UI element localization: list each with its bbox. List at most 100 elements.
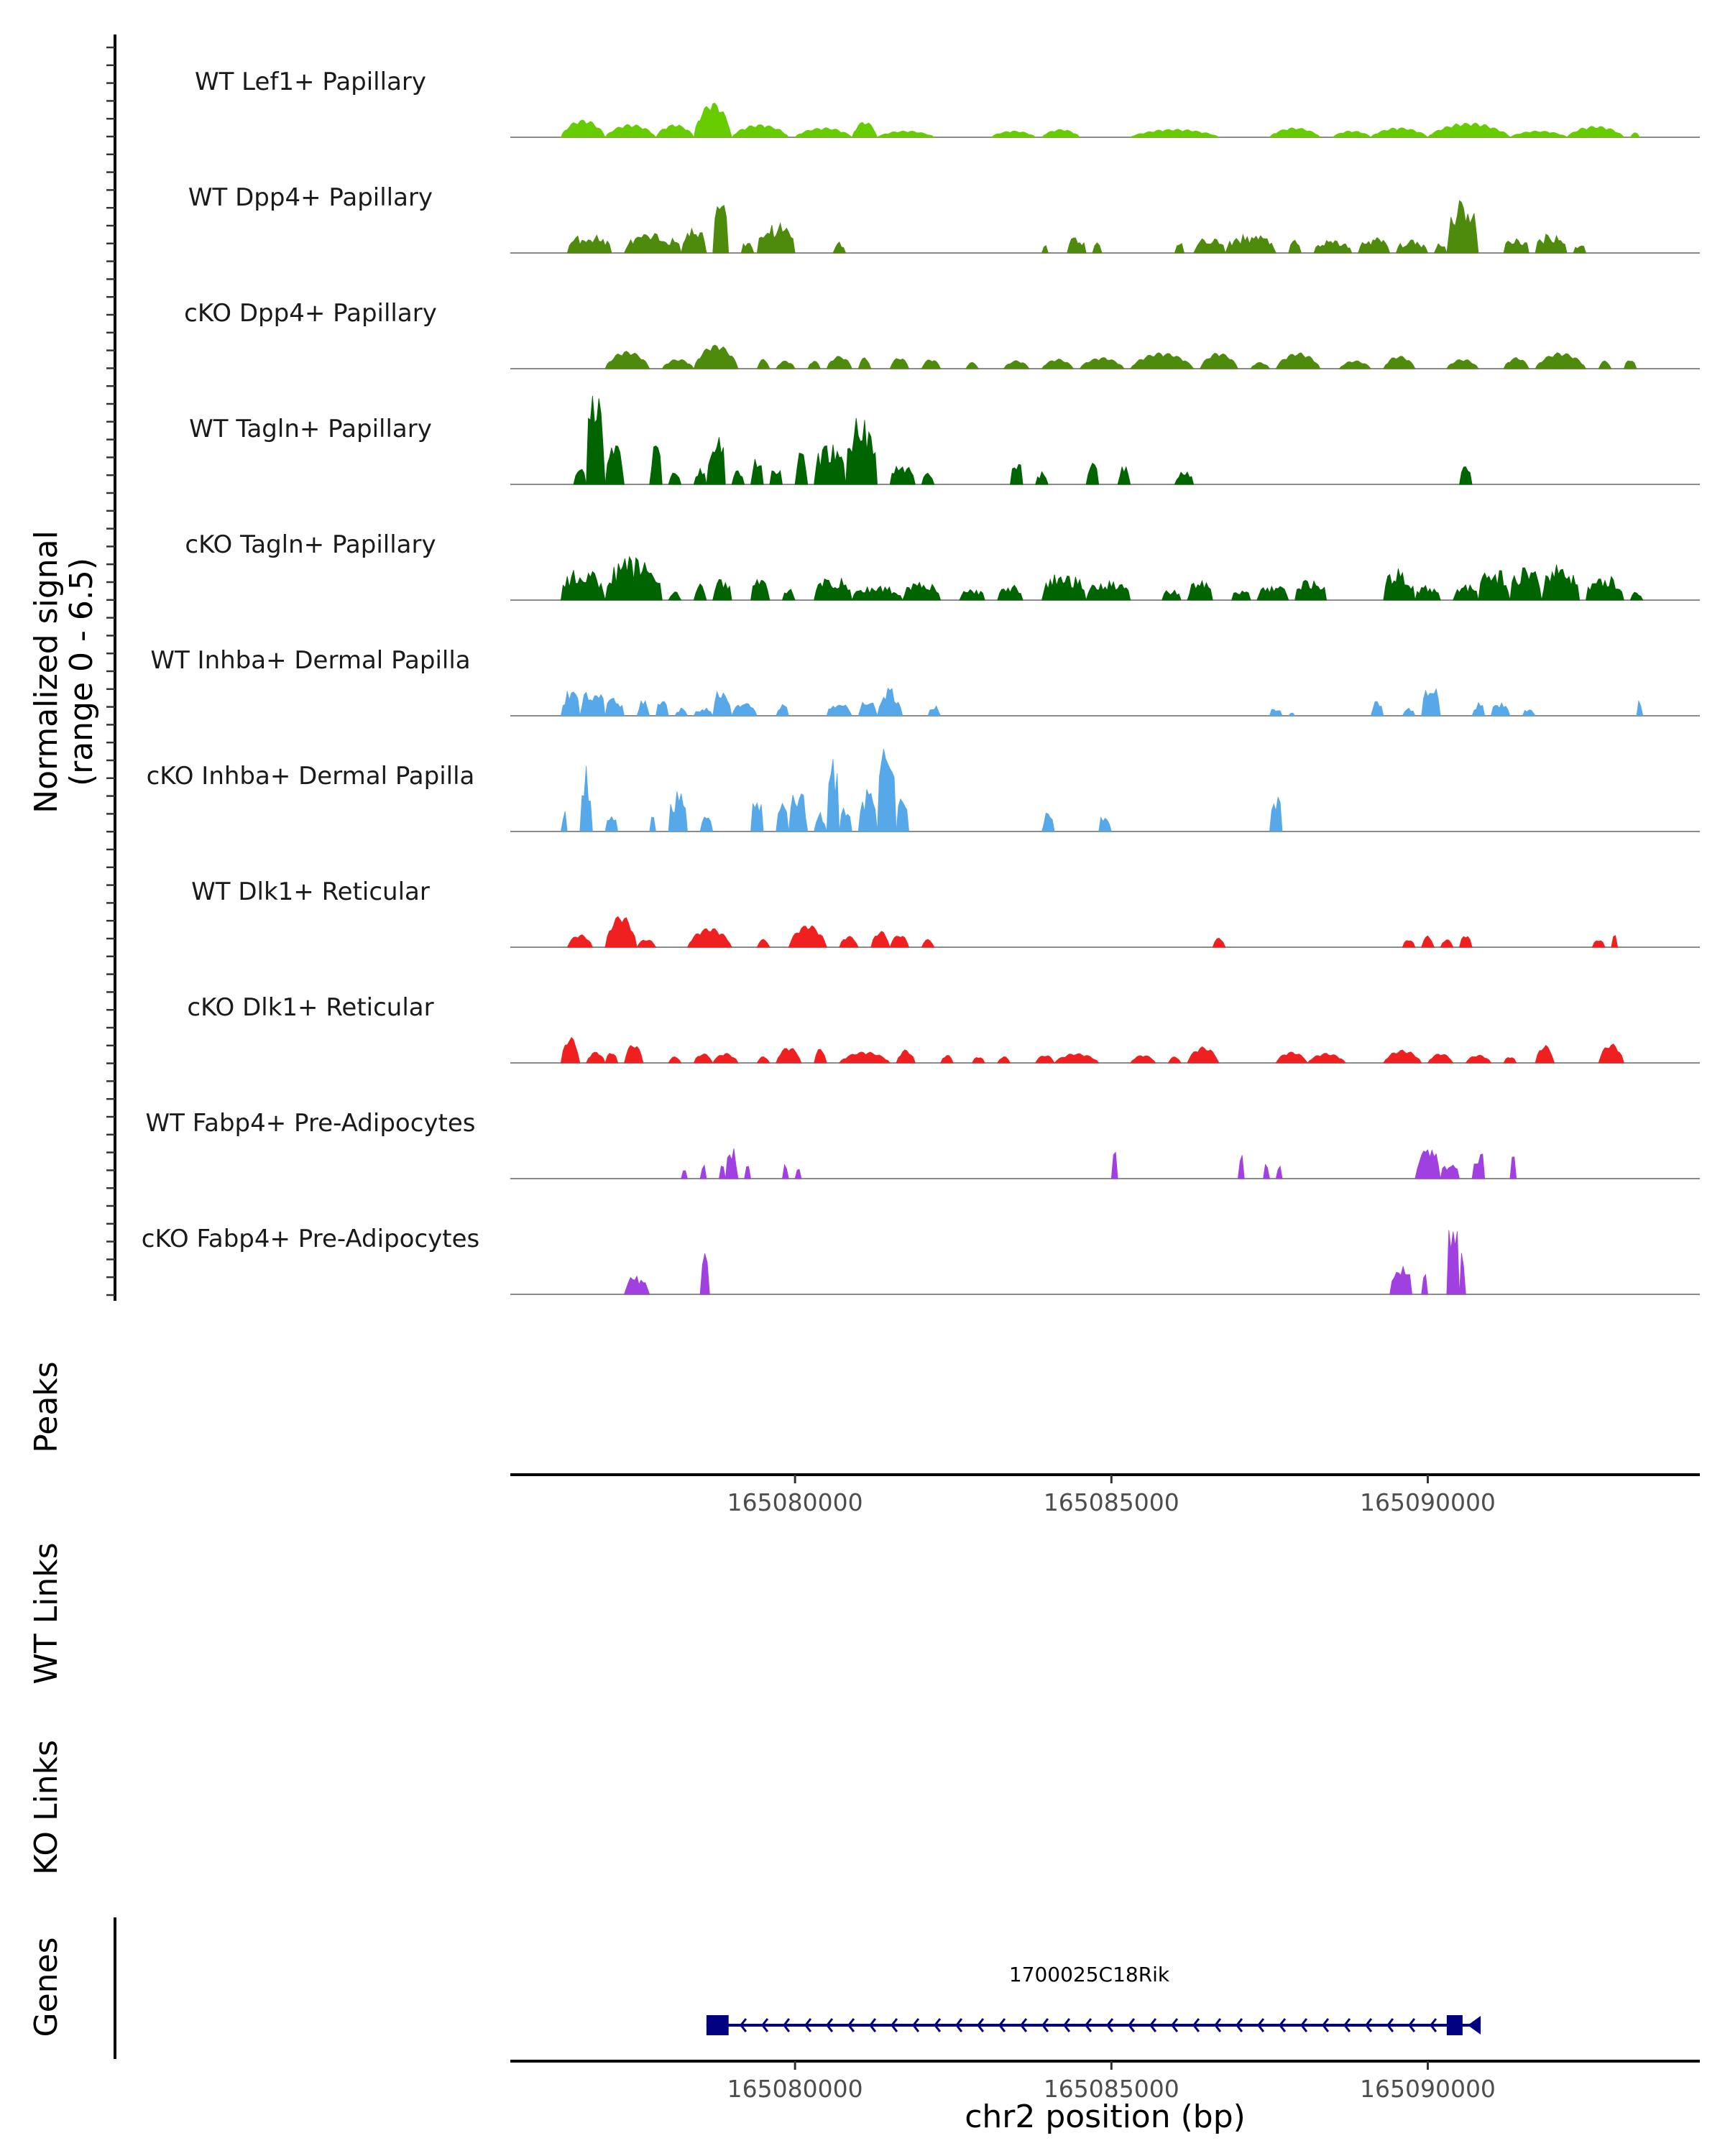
track-wt-tagln-papillary — [510, 395, 1700, 485]
coverage-region — [1085, 579, 1131, 601]
strand-arrow — [1364, 2018, 1373, 2032]
coverage-region — [731, 703, 758, 717]
coverage-region — [826, 356, 853, 369]
coverage-region — [807, 361, 822, 369]
coverage-region — [636, 700, 650, 717]
coverage-region — [1509, 567, 1542, 601]
coverage-region — [566, 934, 594, 948]
coverage-region — [1446, 200, 1479, 254]
coverage-region — [1130, 129, 1220, 138]
coverage-region — [693, 467, 707, 485]
track-label: WT Dpp4+ Papillary — [188, 183, 433, 212]
strand-arrow — [782, 2018, 791, 2032]
coverage-region — [686, 928, 732, 948]
coverage-region — [1598, 1044, 1624, 1064]
coverage-region — [623, 1275, 650, 1295]
coverage-region — [699, 1253, 710, 1295]
coverage-region — [756, 1056, 770, 1064]
strand-arrow — [847, 2018, 855, 2032]
coverage-region — [877, 749, 897, 832]
track-cko-tagln-papillary — [510, 556, 1700, 601]
coverage-region — [776, 704, 789, 717]
coverage-region — [794, 453, 809, 485]
coverage-region — [1503, 357, 1530, 369]
coverage-region — [636, 939, 657, 948]
strand-arrow — [890, 2018, 898, 2032]
peaks-panel-title: Peaks — [28, 1361, 65, 1452]
coverage-region — [1490, 702, 1511, 717]
coverage-region — [1085, 462, 1100, 485]
coverage-region — [1092, 242, 1103, 254]
coverage-region — [1079, 357, 1125, 369]
coverage-region — [693, 103, 732, 138]
coverage-region — [1041, 574, 1087, 601]
coverage-region — [693, 1053, 714, 1064]
coverage-region — [1041, 812, 1055, 832]
coverage-region — [731, 470, 745, 485]
strand-arrow — [1278, 2018, 1287, 2032]
track-label: cKO Dpp4+ Papillary — [184, 299, 437, 328]
ko-links-panel-title: KO Links — [28, 1740, 65, 1875]
track-label: cKO Dlk1+ Reticular — [187, 993, 433, 1022]
coverage-region — [959, 589, 985, 601]
coverage-region — [971, 1057, 985, 1064]
coverage-region — [724, 1148, 739, 1179]
coverage-region — [1414, 1149, 1441, 1179]
coverage-region — [857, 789, 878, 832]
coverage-region — [870, 931, 891, 948]
coverage-region — [1453, 584, 1479, 601]
coverage-tracks — [510, 103, 1700, 1295]
coverage-region — [560, 691, 581, 717]
coverage-region — [921, 359, 942, 369]
coverage-region — [1275, 352, 1321, 369]
coverage-region — [681, 227, 707, 254]
strand-arrow — [1343, 2018, 1351, 2032]
coverage-region — [1566, 126, 1625, 138]
coverage-region — [788, 793, 809, 832]
coverage-region — [788, 925, 827, 948]
coverage-region — [1054, 1053, 1100, 1064]
strand-arrow — [1041, 2018, 1049, 2032]
coverage-region — [566, 234, 612, 254]
coverage-region — [921, 939, 935, 948]
strand-arrow — [825, 2018, 834, 2032]
coverage-region — [604, 697, 625, 717]
peaks-x-tick-label: 165085000 — [1044, 1488, 1179, 1516]
coverage-region — [814, 578, 852, 601]
coverage-region — [579, 765, 593, 832]
coverage-region — [1421, 935, 1435, 948]
coverage-region — [927, 705, 942, 717]
coverage-region — [814, 1049, 827, 1064]
coverage-region — [560, 1036, 581, 1064]
strand-arrow — [760, 2018, 769, 2032]
coverage-region — [1503, 1057, 1517, 1064]
coverage-region — [1535, 234, 1568, 254]
coverage-region — [649, 816, 656, 832]
track-label: WT Fabp4+ Pre-Adipocytes — [146, 1109, 476, 1138]
strand-arrow — [1062, 2018, 1071, 2032]
genes-x-tick-label: 165080000 — [727, 2075, 863, 2103]
coverage-region — [1199, 352, 1239, 369]
coverage-region — [814, 811, 827, 832]
coverage-region — [1598, 360, 1612, 369]
coverage-region — [1383, 356, 1416, 369]
peaks-x-tick-label: 165080000 — [727, 1488, 863, 1516]
coverage-region — [776, 802, 789, 832]
strand-arrow — [1213, 2018, 1222, 2032]
y-axis-range: (range 0 - 6.5) — [63, 558, 100, 786]
strand-arrow — [804, 2018, 812, 2032]
coverage-region — [1288, 239, 1302, 254]
coverage-region — [699, 1164, 707, 1179]
coverage-region — [756, 939, 770, 948]
coverage-region — [585, 1051, 606, 1064]
coverage-region — [1503, 238, 1530, 254]
strand-arrow — [1127, 2018, 1136, 2032]
coverage-region — [1358, 236, 1391, 254]
coverage-region — [604, 445, 625, 485]
coverage-region — [1129, 1055, 1156, 1064]
coverage-region — [1167, 1056, 1182, 1064]
strand-arrow — [1192, 2018, 1200, 2032]
strand-arrow — [954, 2018, 963, 2032]
coverage-region — [1187, 1046, 1220, 1064]
